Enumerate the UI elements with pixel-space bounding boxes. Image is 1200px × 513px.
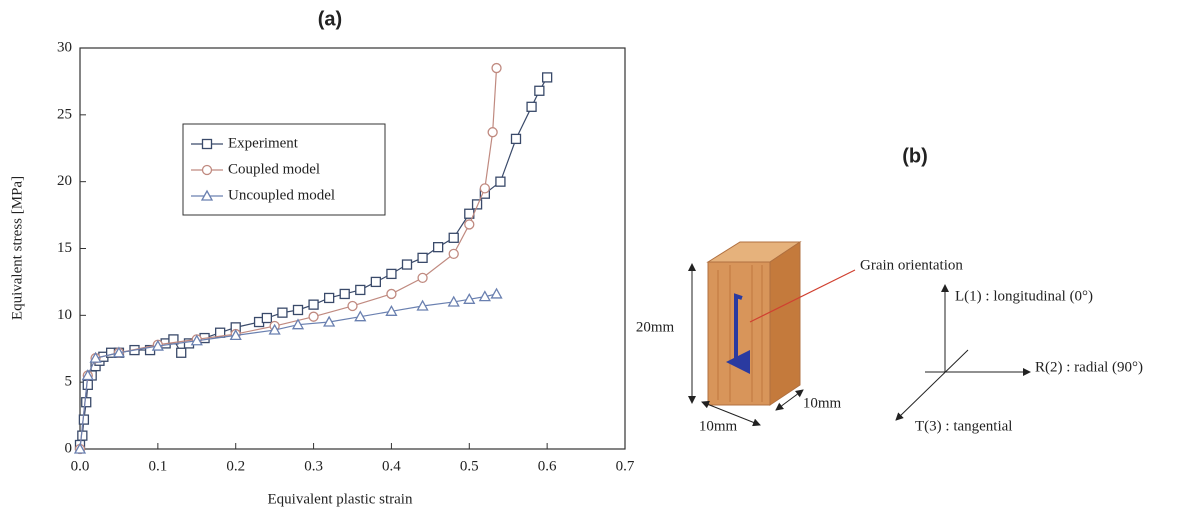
height-label: 20mm	[636, 319, 675, 335]
y-tick-label: 0	[65, 440, 73, 456]
x-axis-label: Equivalent plastic strain	[268, 491, 413, 507]
legend-marker	[201, 138, 213, 150]
legend-marker	[200, 189, 214, 201]
pointer-line	[749, 269, 856, 323]
y-tick-label: 15	[57, 240, 72, 256]
x-tick-label: 0.6	[538, 458, 557, 474]
marker	[386, 288, 397, 300]
y-tick-label: 5	[65, 374, 73, 390]
legend-label: Experiment	[228, 135, 299, 151]
axis-l-label: L(1) : longitudinal (0°)	[955, 288, 1093, 304]
marker	[292, 304, 304, 316]
marker	[268, 323, 281, 335]
marker	[355, 284, 366, 296]
marker	[261, 312, 273, 324]
x-tick-label: 0.0	[71, 458, 90, 474]
diagram-b: (b) Grain orientation 20mm 10mm 10mm L(1…	[636, 145, 1143, 434]
marker	[448, 248, 459, 259]
grain-arrow	[726, 293, 750, 374]
marker	[401, 259, 413, 270]
x-tick-label: 0.1	[148, 458, 167, 474]
marker	[526, 101, 537, 112]
grain-lines	[717, 265, 763, 402]
marker	[81, 369, 94, 381]
marker	[417, 272, 428, 284]
dim-depth	[775, 389, 804, 411]
marker	[347, 300, 358, 312]
marker	[479, 183, 491, 194]
legend-label: Coupled model	[228, 161, 320, 177]
marker	[112, 346, 126, 358]
marker	[190, 334, 203, 346]
marker	[82, 379, 93, 390]
marker	[277, 307, 288, 318]
axis-t	[895, 349, 969, 421]
marker	[478, 290, 491, 302]
legend-label: Uncoupled model	[228, 187, 335, 203]
marker	[229, 329, 242, 341]
marker	[323, 315, 336, 327]
marker	[510, 133, 522, 145]
marker	[176, 347, 187, 358]
dim-width	[701, 400, 761, 427]
y-tick-label: 20	[57, 173, 72, 189]
y-tick-label: 10	[57, 307, 72, 323]
marker	[291, 318, 305, 330]
marker	[448, 232, 459, 243]
marker	[151, 339, 164, 351]
axis-t-label: T(3) : tangential	[915, 418, 1012, 434]
marker	[323, 292, 335, 304]
marker	[432, 242, 444, 253]
marker	[471, 199, 483, 210]
marker	[490, 287, 503, 299]
marker	[73, 442, 87, 454]
marker	[541, 72, 553, 83]
marker	[416, 299, 429, 311]
marker	[386, 268, 397, 280]
width-label: 10mm	[699, 418, 738, 434]
grain-label: Grain orientation	[860, 257, 963, 273]
x-tick-label: 0.2	[226, 458, 245, 474]
chart-a: (a) Equivalent plastic strain Equivalent…	[9, 8, 634, 507]
marker	[464, 219, 475, 230]
marker	[447, 295, 460, 307]
marker	[463, 292, 476, 304]
block-side	[769, 241, 801, 406]
depth-label: 10mm	[803, 395, 842, 411]
legend-marker	[201, 164, 213, 176]
marker	[495, 176, 506, 187]
legend: Experiment Coupled model Uncoupled model	[182, 123, 386, 216]
x-tick-label: 0.3	[304, 458, 323, 474]
marker	[308, 299, 319, 310]
y-tick-label: 25	[57, 106, 72, 122]
y-axis-label: Equivalent stress [MPa]	[9, 176, 25, 320]
marker	[339, 288, 350, 300]
diagram-title: (b)	[902, 145, 928, 167]
marker	[417, 252, 428, 264]
x-tick-label: 0.4	[382, 458, 401, 474]
marker	[81, 397, 92, 408]
marker	[308, 311, 319, 322]
chart-title: (a)	[318, 8, 342, 30]
marker	[370, 276, 382, 288]
marker	[354, 310, 367, 322]
x-tick-label: 0.7	[616, 458, 635, 474]
marker	[385, 304, 398, 316]
y-tick-label: 30	[57, 39, 72, 55]
block-front	[707, 261, 771, 406]
marker	[89, 351, 102, 363]
plot-frame	[79, 47, 626, 450]
marker	[534, 85, 545, 96]
x-tick-label: 0.5	[460, 458, 479, 474]
axis-r-label: R(2) : radial (90°)	[1035, 359, 1143, 375]
marker	[487, 127, 498, 138]
marker	[491, 62, 502, 74]
series-line	[79, 293, 497, 450]
